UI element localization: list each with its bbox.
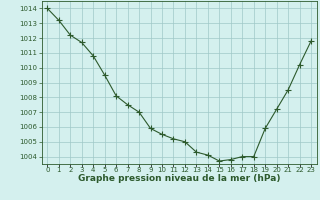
X-axis label: Graphe pression niveau de la mer (hPa): Graphe pression niveau de la mer (hPa) (78, 174, 280, 183)
